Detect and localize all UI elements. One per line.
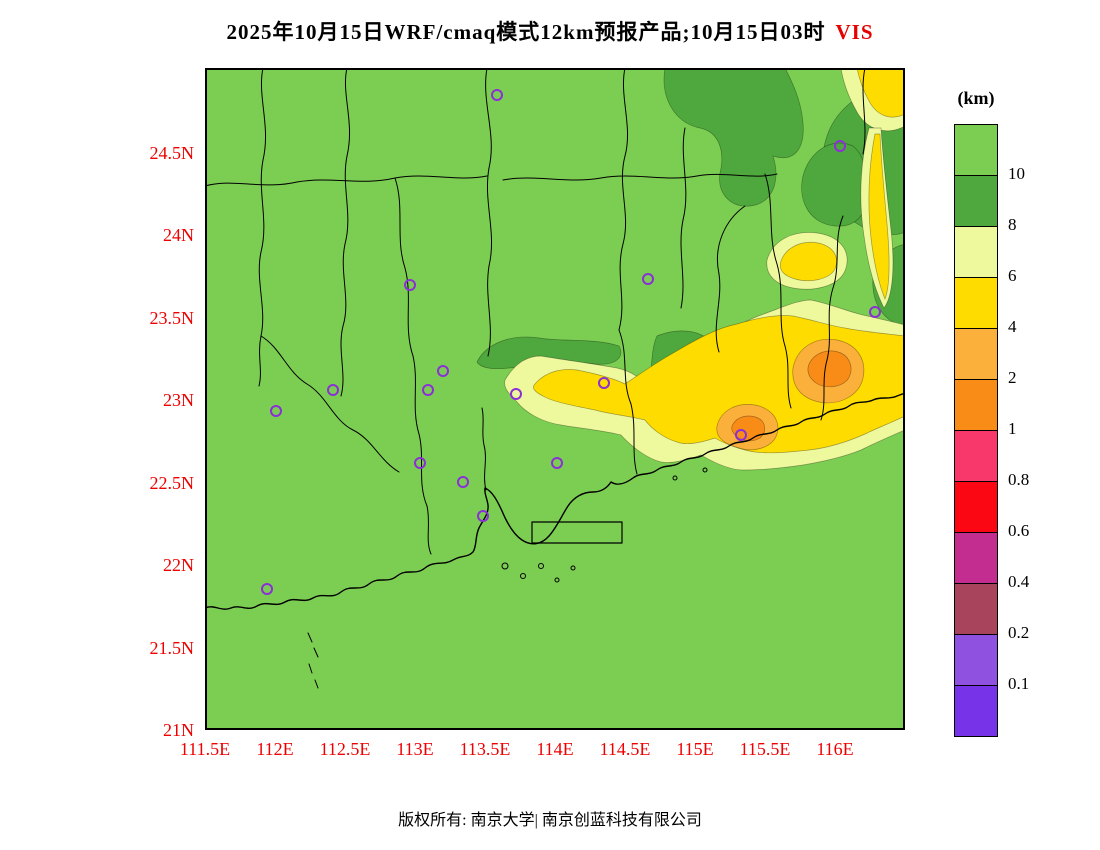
station-marker xyxy=(437,365,449,377)
station-marker xyxy=(261,583,273,595)
legend-unit-label: (km) xyxy=(957,88,995,108)
legend-color-swatch xyxy=(954,431,998,482)
map-canvas xyxy=(205,68,905,730)
copyright-text: 版权所有: 南京大学| 南京创蓝科技有限公司 xyxy=(398,812,702,829)
lat-axis: 24.5N 24N 23.5N 23N 22.5N 22N 21.5N 21N xyxy=(118,68,198,741)
legend-color-swatch xyxy=(954,686,998,737)
legend-color-swatch xyxy=(954,482,998,533)
legend-tick-label: 0.8 xyxy=(1008,470,1030,489)
legend-color-swatch xyxy=(954,278,998,329)
station-marker xyxy=(834,140,846,152)
station-markers xyxy=(261,89,881,595)
lon-axis-label: 111.5E xyxy=(179,739,231,759)
legend-tick-labels: 10 8 6 4 2 1 0.8 0.6 0.4 0.2 0.1 xyxy=(1008,124,1058,744)
lat-axis-label: 23N xyxy=(163,390,194,410)
legend-tick-label: 8 xyxy=(1008,215,1017,234)
lat-axis-label: 22N xyxy=(163,555,194,575)
admin-boundaries xyxy=(205,68,866,555)
legend-tick-label: 6 xyxy=(1008,266,1017,285)
station-marker xyxy=(414,457,426,469)
station-marker xyxy=(510,388,522,400)
legend-color-swatch xyxy=(954,227,998,278)
lon-axis: 111.5E 112E 112.5E 113E 113.5E 114E 114.5E 115E… xyxy=(180,738,905,764)
lon-axis-label: 115E xyxy=(676,739,714,759)
island xyxy=(672,475,678,481)
lon-axis-label: 114.5E xyxy=(599,739,651,759)
island xyxy=(520,573,526,579)
legend-color-swatch xyxy=(954,124,998,176)
legend-color-swatch xyxy=(954,584,998,635)
lat-axis-label: 24.5N xyxy=(149,142,195,163)
dashed-sea-boundary xyxy=(307,632,319,689)
lon-axis-label: 116E xyxy=(816,739,854,759)
coastline xyxy=(205,392,905,689)
station-marker xyxy=(551,457,563,469)
legend-tick-label: 0.1 xyxy=(1008,674,1030,693)
legend-color-swatch xyxy=(954,176,998,227)
station-marker xyxy=(404,279,416,291)
legend-tick-label: 10 xyxy=(1008,164,1025,183)
legend-color-swatch xyxy=(954,635,998,686)
station-marker xyxy=(457,476,469,488)
lat-axis-label: 22.5N xyxy=(149,472,195,493)
lat-axis-label: 21.5N xyxy=(149,637,195,658)
legend-tick-label: 1 xyxy=(1008,419,1017,438)
lat-axis-label: 21N xyxy=(163,720,194,740)
legend: (km) 10 8 6 4 2 1 0.8 0.6 0.4 0.2 0.1 xyxy=(946,88,1066,738)
station-marker xyxy=(327,384,339,396)
lat-axis-label: 24N xyxy=(163,225,194,245)
legend-color-swatch xyxy=(954,380,998,431)
lat-axis-label: 23.5N xyxy=(149,307,195,328)
island xyxy=(554,577,560,583)
island xyxy=(538,563,544,569)
island xyxy=(501,562,509,570)
station-marker xyxy=(735,429,747,441)
river-line xyxy=(481,407,487,491)
station-marker xyxy=(598,377,610,389)
legend-tick-label: 0.6 xyxy=(1008,521,1030,540)
station-marker xyxy=(491,89,503,101)
legend-color-swatch xyxy=(954,533,998,584)
map-frame xyxy=(205,68,905,730)
lon-axis-label: 112.5E xyxy=(319,739,371,759)
island xyxy=(702,467,708,473)
station-marker xyxy=(642,273,654,285)
station-marker xyxy=(477,510,489,522)
legend-tick-label: 0.4 xyxy=(1008,572,1030,591)
lon-axis-label: 113E xyxy=(396,739,434,759)
page-title: 2025年10月15日WRF/cmaq模式12km预报产品;10月15日03时 V… xyxy=(0,16,1100,46)
station-marker xyxy=(270,405,282,417)
title-text: 2025年10月15日WRF/cmaq模式12km预报产品;10月15日03时 xyxy=(226,20,826,44)
legend-color-swatch xyxy=(954,329,998,380)
lon-axis-label: 113.5E xyxy=(459,739,511,759)
island xyxy=(570,565,576,571)
estuary-inset-box xyxy=(531,521,623,544)
station-marker xyxy=(869,306,881,318)
legend-tick-label: 4 xyxy=(1008,317,1017,336)
legend-tick-label: 2 xyxy=(1008,368,1017,387)
legend-tick-label: 0.2 xyxy=(1008,623,1030,642)
visibility-contour-fills xyxy=(476,68,905,471)
legend-swatch-stack xyxy=(954,124,998,737)
title-variable: VIS xyxy=(835,20,874,44)
lon-axis-label: 112E xyxy=(256,739,294,759)
station-marker xyxy=(422,384,434,396)
lon-axis-label: 115.5E xyxy=(739,739,791,759)
lon-axis-label: 114E xyxy=(536,739,574,759)
